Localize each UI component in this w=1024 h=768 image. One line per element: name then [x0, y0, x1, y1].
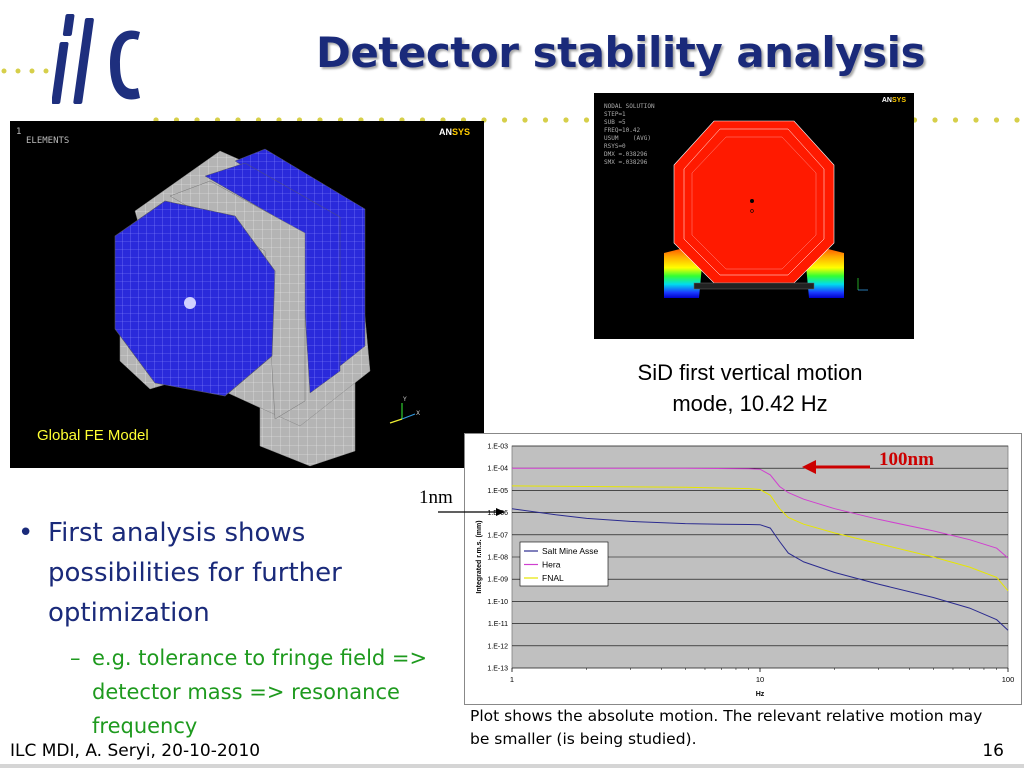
y-tick-label: 1.E-06: [487, 510, 508, 517]
fe-model-caption: Global FE Model: [37, 427, 149, 444]
motion-chart: 1.E-03 1.E-04 1.E-05 1.E-06 1.E-07 1.E-08 1.E-…: [464, 433, 1022, 705]
bullet-dot: •: [18, 518, 34, 548]
divider-dot: [563, 117, 569, 123]
chart-svg: 1.E-03 1.E-04 1.E-05 1.E-06 1.E-07 1.E-08 1.E-…: [476, 444, 1015, 699]
y-tick-label: 1.E-12: [487, 643, 508, 650]
fe-model-image: Y X 1 ELEMENTS ANSYS Global FE Model: [10, 121, 484, 468]
plot-note: Plot shows the absolute motion. The rele…: [470, 707, 983, 748]
bullet-dash: –: [70, 646, 81, 670]
modal-analysis-image: NODAL SOLUTION STEP=1 SUB =5 FREQ=10.42 …: [594, 93, 914, 339]
y-axis-label: Integrated r.m.s. (mm): [476, 520, 483, 593]
footer-divider: [0, 764, 1024, 768]
y-tick-label: 1.E-10: [487, 599, 508, 606]
svg-text:X: X: [416, 410, 420, 417]
legend-label: Salt Mine Asse: [542, 546, 598, 556]
nodal-solution-info: NODAL SOLUTION STEP=1 SUB =5 FREQ=10.42 …: [604, 103, 655, 166]
footer-credit: ILC MDI, A. Seryi, 20-10-2010: [10, 741, 261, 761]
page-number: 16: [982, 741, 1004, 761]
fe-mesh-drawing: Y X: [114, 148, 420, 467]
divider-dot: [973, 117, 979, 123]
x-tick-label: 10: [756, 675, 764, 684]
series-line-hera: [512, 467, 1009, 559]
y-tick-label: 1.E-13: [487, 666, 508, 673]
divider-dot: [952, 117, 959, 123]
modal-shape-drawing: [664, 120, 868, 298]
y-tick-label: 1.E-08: [487, 555, 508, 562]
label-100nm: 100nm: [879, 449, 934, 470]
mode-caption: SiD first vertical motion mode, 10.42 Hz: [600, 357, 900, 419]
y-tick-label: 1.E-04: [487, 466, 508, 473]
bullet-main-text: First analysis shows possibilities for f…: [48, 518, 342, 628]
divider-dot: [932, 117, 938, 123]
series-line-fnal: [511, 485, 1009, 592]
x-tick-label: 100: [1002, 675, 1015, 684]
ilc-logo: [52, 14, 140, 104]
mode-caption-line2: mode, 10.42 Hz: [672, 391, 828, 416]
y-tick-label: 1.E-09: [487, 577, 508, 584]
y-tick-label: 1.E-07: [487, 532, 508, 539]
ansys-logo: ANSYS: [881, 97, 906, 104]
divider-dot: [993, 117, 1000, 123]
divider-dot: [542, 117, 549, 123]
divider-dot: [583, 117, 590, 123]
y-tick-label: 1.E-11: [488, 621, 508, 628]
svg-text:Y: Y: [402, 396, 407, 403]
label-1nm: 1nm: [419, 487, 453, 508]
y-tick-label: 1.E-03: [487, 444, 508, 451]
x-axis-label: Hz: [756, 691, 765, 698]
series-line-salt-mine-asse: [511, 508, 1009, 631]
page-title: Detector stability analysis: [316, 28, 926, 77]
legend-label: FNAL: [542, 573, 564, 583]
y-tick-label: 1.E-05: [487, 488, 508, 495]
legend-label: Hera: [542, 560, 561, 570]
divider-dot: [501, 117, 508, 123]
x-tick-label: 1: [510, 675, 514, 684]
divider-dot: [522, 117, 528, 123]
divider-dot: [1014, 117, 1020, 123]
elements-label: ELEMENTS: [26, 136, 70, 146]
ansys-logo: ANSYS: [438, 127, 470, 137]
window-number: 1: [16, 127, 22, 137]
mode-caption-line1: SiD first vertical motion: [637, 360, 863, 385]
bullet-sub-text: e.g. tolerance to fringe field => detect…: [92, 646, 428, 738]
decorative-dots-top: [1, 68, 49, 74]
